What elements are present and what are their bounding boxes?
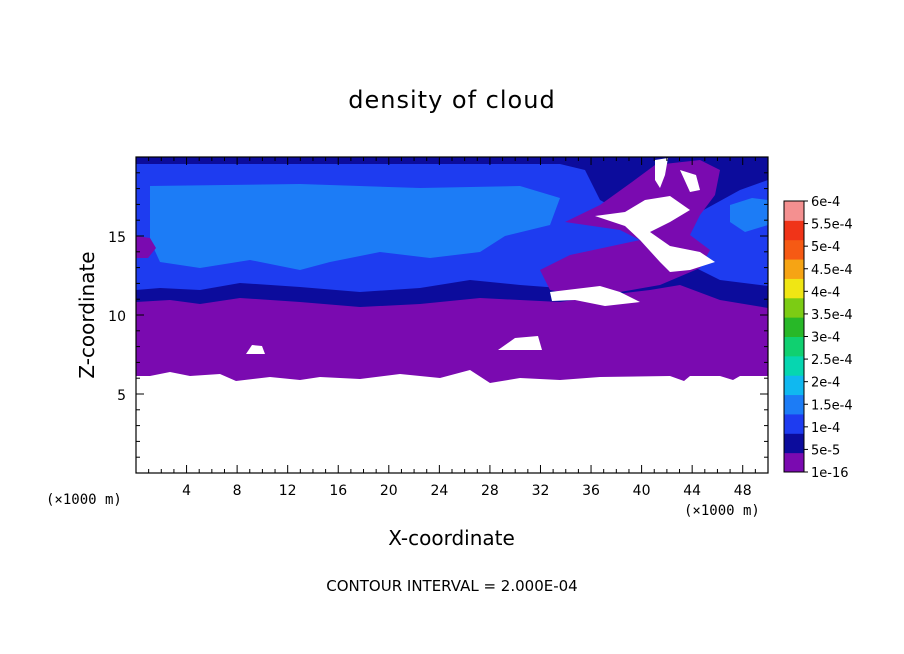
x-tick-label: 44 — [683, 483, 701, 499]
missing-data-hole — [655, 158, 668, 188]
missing-data-hole — [550, 286, 640, 306]
colorbar-label: 5e-5 — [811, 443, 840, 458]
colorbar: 1e-16 5e-5 1e-4 1.5e-4 2e-4 2.5e-4 3e-4 3.5e-4 4… — [783, 195, 853, 481]
y-tick-label: 10 — [108, 309, 126, 325]
x-tick-label: 16 — [329, 483, 347, 499]
x-tick-label: 4 — [182, 483, 191, 499]
x-tick-label: 40 — [633, 483, 651, 499]
colorbar-swatch — [784, 259, 804, 279]
x-tick-label: 28 — [481, 483, 499, 499]
y-axis-ticks: 5 10 15 — [108, 172, 768, 458]
colorbar-swatch — [784, 355, 804, 376]
colorbar-label: 5e-4 — [811, 240, 840, 255]
x-tick-label: 12 — [279, 483, 297, 499]
colorbar-swatch — [784, 220, 804, 241]
colorbar-swatch — [784, 317, 804, 337]
colorbar-label: 3.5e-4 — [811, 308, 853, 323]
colorbar-label: 2.5e-4 — [811, 353, 853, 368]
x-tick-label: 32 — [532, 483, 550, 499]
colorbar-swatch — [784, 433, 804, 454]
colorbar-swatch — [784, 297, 804, 318]
colorbar-swatch — [784, 278, 804, 299]
colorbar-label: 3e-4 — [811, 331, 840, 346]
colorbar-swatch — [784, 239, 804, 260]
colorbar-swatch — [784, 336, 804, 357]
x-axis-label: X-coordinate — [388, 526, 515, 550]
colorbar-swatch — [784, 394, 804, 415]
colorbar-swatch — [784, 452, 804, 473]
field-region-left-lobe — [136, 236, 156, 258]
colorbar-label: 1.5e-4 — [811, 398, 853, 413]
x-axis-ticks: 4 8 12 16 20 24 28 32 36 40 44 48 — [148, 157, 756, 499]
x-tick-label: 24 — [430, 483, 448, 499]
chart-title: density of cloud — [348, 86, 556, 114]
field-region-1-5e-4-right — [730, 198, 768, 232]
y-axis-unit: (×1000 m) — [46, 492, 122, 508]
missing-data-hole — [595, 196, 715, 272]
missing-data-hole — [498, 336, 542, 350]
missing-data-hole — [680, 170, 700, 192]
colorbar-swatch — [784, 201, 804, 221]
x-tick-label: 8 — [233, 483, 242, 499]
colorbar-label: 4e-4 — [811, 285, 840, 300]
x-tick-label: 20 — [380, 483, 398, 499]
colorbar-label: 5.5e-4 — [811, 218, 853, 233]
contour-interval-note: CONTOUR INTERVAL = 2.000E-04 — [326, 577, 578, 595]
missing-data-hole — [246, 345, 265, 354]
colorbar-label: 2e-4 — [811, 376, 840, 391]
field-region-1-5e-4 — [150, 184, 560, 270]
colorbar-swatch — [784, 375, 804, 396]
colorbar-swatch — [784, 413, 804, 434]
colorbar-label: 1e-16 — [811, 466, 849, 481]
x-tick-label: 48 — [734, 483, 752, 499]
colorbar-label: 1e-4 — [811, 421, 840, 436]
colorbar-label: 4.5e-4 — [811, 263, 853, 278]
y-tick-label: 15 — [108, 230, 126, 246]
x-axis-unit: (×1000 m) — [684, 503, 760, 519]
cloud-density-field — [136, 157, 768, 383]
y-tick-label: 5 — [117, 388, 126, 404]
colorbar-label: 6e-4 — [811, 195, 840, 210]
x-tick-label: 36 — [582, 483, 600, 499]
